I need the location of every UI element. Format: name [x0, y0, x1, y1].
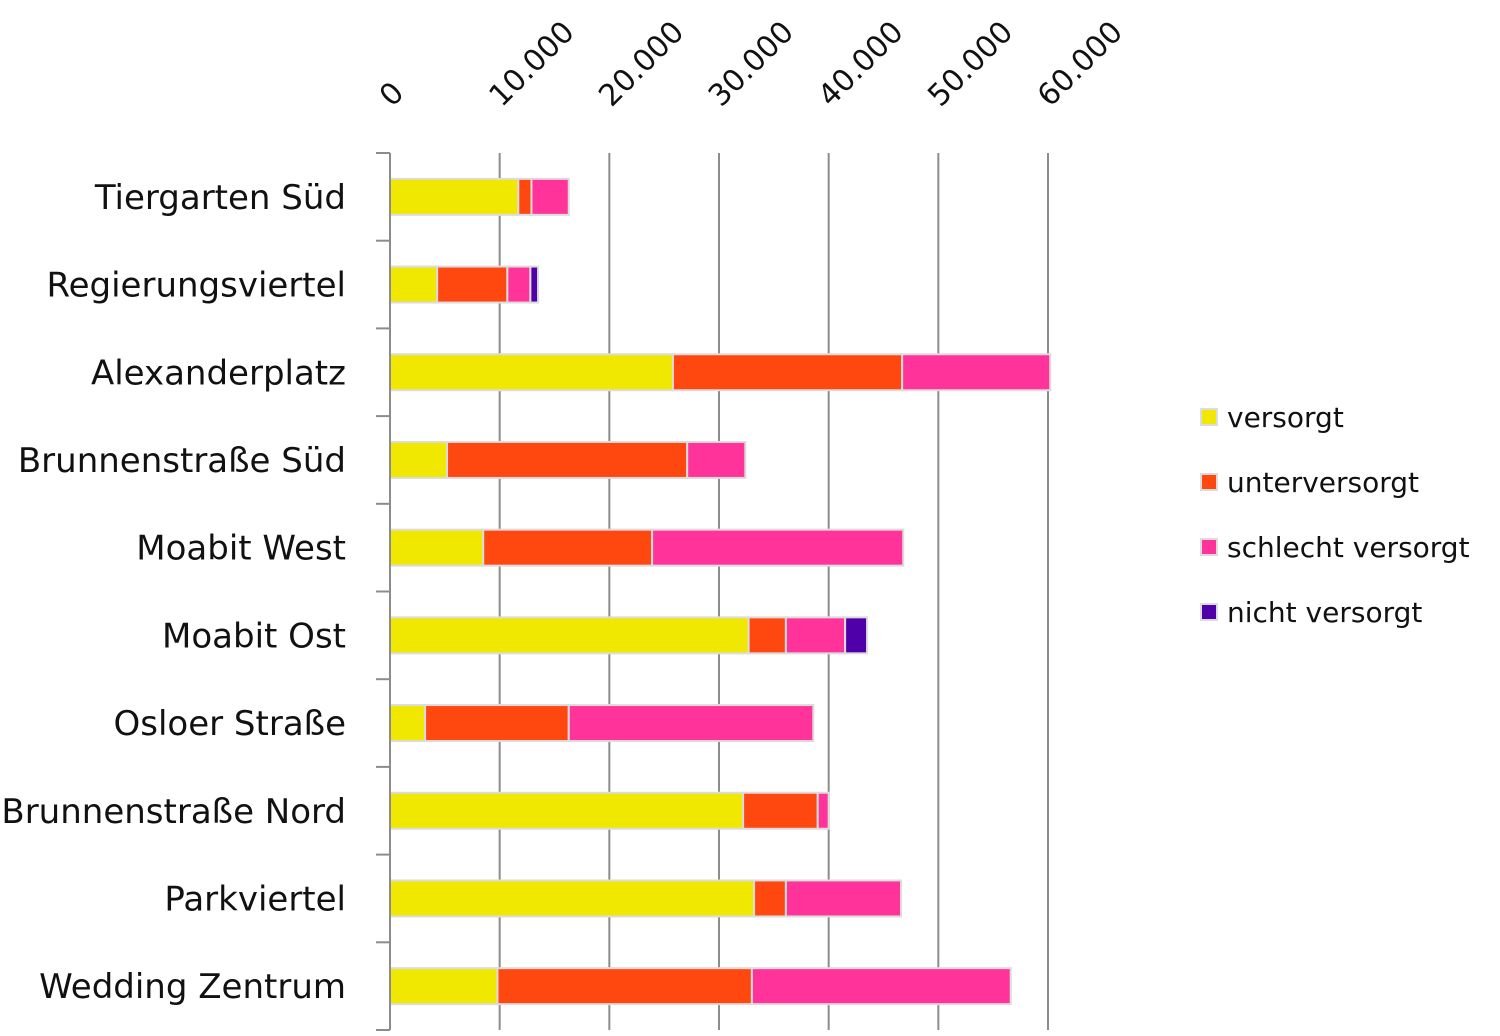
bar-segment	[784, 879, 903, 918]
x-tick-label: 10.000	[483, 15, 582, 114]
category-label: Regierungsviertel	[47, 266, 347, 306]
category-label: Parkviertel	[164, 879, 346, 919]
category-label: Brunnenstraße Süd	[18, 441, 346, 481]
x-tick-label: 20.000	[592, 15, 691, 114]
category-label: Moabit Ost	[162, 616, 346, 656]
bar-segment	[742, 791, 819, 830]
bar-segment	[446, 440, 689, 479]
bars	[389, 177, 1052, 1006]
bar-segment	[389, 704, 427, 743]
bar-segment	[901, 353, 1052, 392]
bar-segment	[517, 177, 533, 216]
legend-swatch	[1200, 473, 1218, 491]
bar-segment	[686, 440, 747, 479]
category-label: Wedding Zentrum	[39, 967, 346, 1007]
legend-label: schlecht versorgt	[1227, 531, 1470, 564]
bar-segment	[389, 177, 520, 216]
bar-segment	[389, 616, 750, 655]
bar-segment	[747, 616, 787, 655]
x-tick-label: 40.000	[812, 15, 911, 114]
bar-segment	[567, 704, 815, 743]
category-label: Tiergarten Süd	[94, 178, 346, 218]
bar-segment	[816, 791, 830, 830]
bar-segment	[389, 528, 485, 567]
bar-segment	[671, 353, 904, 392]
bar-segment	[482, 528, 654, 567]
x-tick-label: 50.000	[921, 15, 1020, 114]
bar-segment	[750, 967, 1012, 1006]
bar-segment	[844, 616, 869, 655]
bar-segment	[530, 177, 570, 216]
legend-swatch	[1200, 603, 1218, 621]
bar-segment	[529, 265, 540, 304]
bar-segment	[424, 704, 570, 743]
legend-swatch	[1200, 408, 1218, 426]
legend-swatch	[1200, 538, 1218, 556]
axes	[376, 152, 391, 1031]
bar-segment	[389, 353, 674, 392]
bar-segment	[389, 791, 745, 830]
legend-label: versorgt	[1227, 401, 1344, 434]
category-label: Moabit West	[136, 529, 346, 569]
x-tick-labels: 0 10.000 20.000 30.000 40.000 50.000 60.000	[373, 15, 1130, 114]
bar-segment	[753, 879, 787, 918]
bar-segment	[506, 265, 532, 304]
category-label: Alexanderplatz	[91, 353, 346, 393]
legend-label: nicht versorgt	[1227, 596, 1422, 629]
x-tick-label: 30.000	[702, 15, 801, 114]
bar-segment	[389, 265, 439, 304]
bar-segment	[389, 440, 449, 479]
bar-segment	[496, 967, 753, 1006]
legend: versorgt unterversorgt schlecht versorgt ni…	[1200, 401, 1470, 629]
x-tick-label: 0	[373, 75, 411, 113]
category-labels: Tiergarten Süd Regierungsviertel Alexander…	[1, 178, 346, 1007]
category-label: Osloer Straße	[114, 704, 347, 744]
category-label: Brunnenstraße Nord	[1, 792, 346, 832]
legend-label: unterversorgt	[1227, 466, 1419, 499]
bar-segment	[389, 967, 499, 1006]
bar-segment	[651, 528, 905, 567]
bar-segment	[389, 879, 756, 918]
bar-segment	[436, 265, 509, 304]
bar-segment	[784, 616, 847, 655]
x-tick-label: 60.000	[1031, 15, 1130, 114]
